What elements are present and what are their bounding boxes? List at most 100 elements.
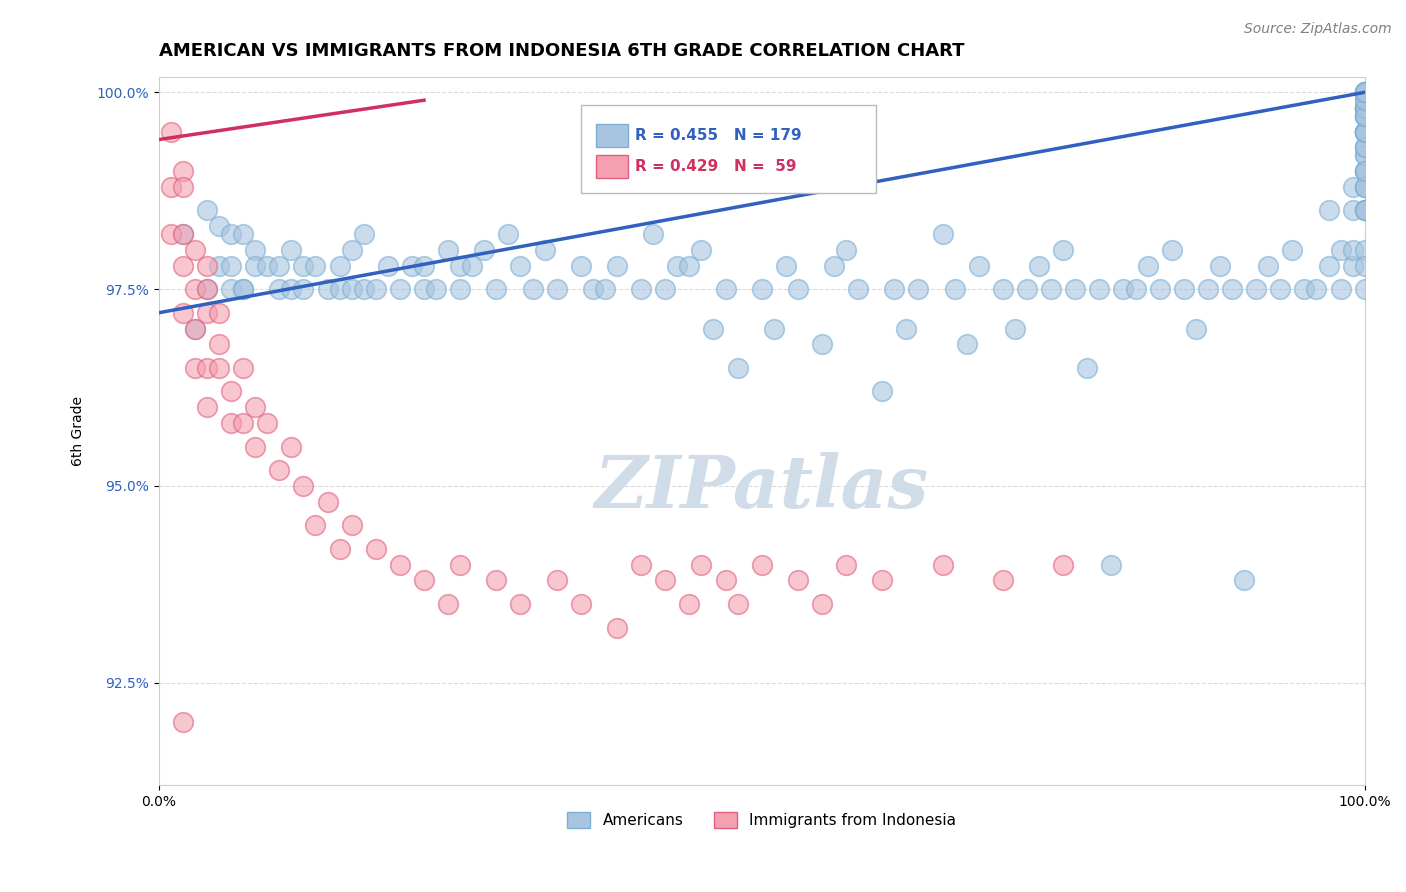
Point bbox=[1317, 203, 1340, 218]
Point bbox=[1028, 259, 1050, 273]
Point bbox=[727, 360, 749, 375]
Point bbox=[219, 384, 242, 399]
Point bbox=[896, 321, 918, 335]
Point bbox=[1136, 259, 1159, 273]
Point bbox=[1015, 282, 1038, 296]
Point bbox=[498, 227, 520, 241]
Point bbox=[172, 164, 194, 178]
Point bbox=[184, 243, 207, 257]
Point bbox=[727, 597, 749, 611]
Point bbox=[1354, 148, 1376, 162]
Point bbox=[1354, 179, 1376, 194]
Point bbox=[172, 259, 194, 273]
Point bbox=[1354, 101, 1376, 115]
Point bbox=[1040, 282, 1063, 296]
Point bbox=[751, 558, 773, 572]
Point bbox=[172, 715, 194, 730]
Point bbox=[219, 227, 242, 241]
Point bbox=[1197, 282, 1219, 296]
Point bbox=[401, 259, 423, 273]
Point bbox=[269, 282, 291, 296]
Point bbox=[1354, 101, 1376, 115]
Point bbox=[1354, 203, 1376, 218]
Point bbox=[1354, 164, 1376, 178]
Point bbox=[195, 203, 218, 218]
Point bbox=[643, 227, 665, 241]
Point bbox=[1354, 203, 1376, 218]
Point bbox=[243, 440, 266, 454]
Point bbox=[208, 306, 231, 320]
Point bbox=[329, 259, 352, 273]
Point bbox=[208, 337, 231, 351]
Point bbox=[485, 574, 508, 588]
Point bbox=[425, 282, 447, 296]
Y-axis label: 6th Grade: 6th Grade bbox=[72, 396, 86, 466]
Point bbox=[1076, 360, 1098, 375]
Point bbox=[219, 416, 242, 430]
Point bbox=[364, 282, 387, 296]
Point bbox=[1354, 93, 1376, 107]
Point bbox=[569, 597, 592, 611]
Point bbox=[256, 416, 278, 430]
Point bbox=[678, 259, 700, 273]
Point bbox=[931, 558, 953, 572]
Point bbox=[292, 282, 315, 296]
Point bbox=[413, 282, 436, 296]
Point bbox=[1209, 259, 1232, 273]
Point bbox=[666, 259, 689, 273]
Point bbox=[1354, 179, 1376, 194]
Point bbox=[991, 574, 1014, 588]
Point bbox=[1354, 101, 1376, 115]
Point bbox=[775, 259, 797, 273]
Point bbox=[1354, 109, 1376, 123]
Point bbox=[437, 243, 460, 257]
Point bbox=[522, 282, 544, 296]
Point bbox=[1354, 179, 1376, 194]
Point bbox=[292, 479, 315, 493]
Point bbox=[1149, 282, 1171, 296]
Point bbox=[340, 243, 363, 257]
Point bbox=[159, 179, 181, 194]
Point bbox=[1294, 282, 1316, 296]
Point bbox=[1354, 140, 1376, 154]
Point bbox=[232, 227, 254, 241]
Point bbox=[232, 282, 254, 296]
Point bbox=[654, 282, 676, 296]
Point bbox=[388, 282, 411, 296]
Point bbox=[569, 259, 592, 273]
Point bbox=[593, 282, 616, 296]
Point bbox=[208, 360, 231, 375]
Point bbox=[1354, 86, 1376, 100]
Point bbox=[449, 558, 471, 572]
Point bbox=[1354, 164, 1376, 178]
Point bbox=[1354, 125, 1376, 139]
Point bbox=[630, 282, 652, 296]
Point bbox=[1354, 125, 1376, 139]
Point bbox=[991, 282, 1014, 296]
Point bbox=[1354, 164, 1376, 178]
Point bbox=[472, 243, 495, 257]
Point bbox=[630, 558, 652, 572]
Point bbox=[786, 282, 808, 296]
Point bbox=[1354, 109, 1376, 123]
Point bbox=[943, 282, 966, 296]
Point bbox=[159, 125, 181, 139]
Point bbox=[1354, 125, 1376, 139]
Point bbox=[232, 360, 254, 375]
Point bbox=[1173, 282, 1195, 296]
Point bbox=[172, 227, 194, 241]
Point bbox=[485, 282, 508, 296]
Point bbox=[1329, 243, 1351, 257]
Point bbox=[208, 259, 231, 273]
Point bbox=[1329, 282, 1351, 296]
Point bbox=[232, 282, 254, 296]
Point bbox=[316, 282, 339, 296]
Point bbox=[449, 259, 471, 273]
Point bbox=[184, 321, 207, 335]
Point bbox=[353, 282, 375, 296]
Point bbox=[533, 243, 555, 257]
Point bbox=[413, 574, 436, 588]
Point bbox=[1354, 203, 1376, 218]
Point bbox=[172, 227, 194, 241]
Point bbox=[714, 282, 737, 296]
